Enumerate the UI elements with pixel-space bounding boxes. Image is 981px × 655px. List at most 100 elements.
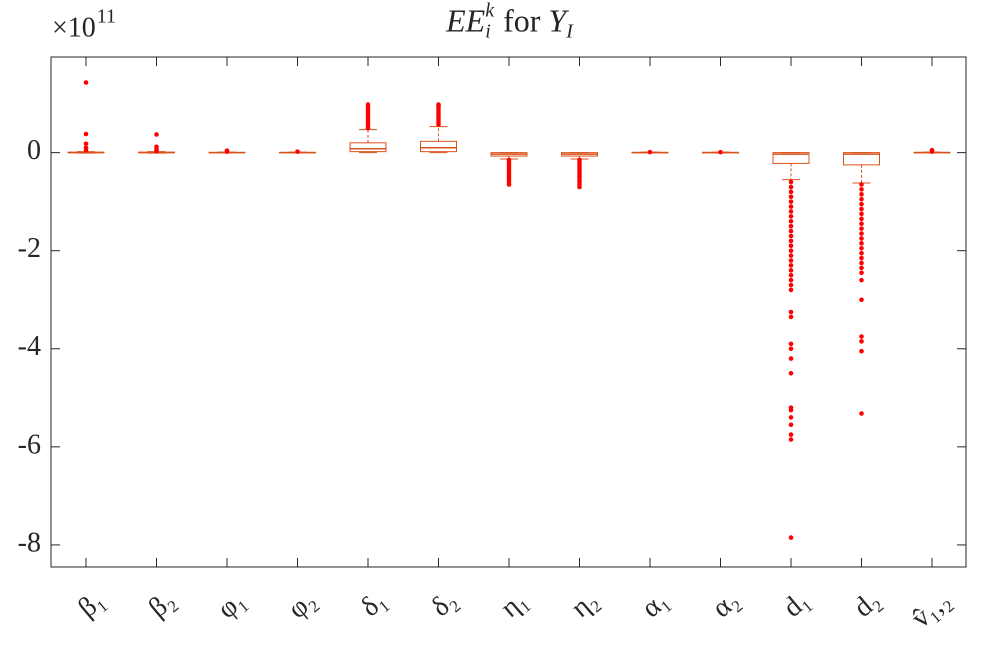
x-tick-label: δ₁ (355, 585, 393, 624)
outlier (788, 214, 794, 219)
outlier (859, 231, 864, 236)
outlier (788, 184, 794, 190)
outlier (788, 258, 794, 263)
x-tick-label: β₁ (72, 585, 110, 624)
outlier (788, 179, 794, 185)
outlier (788, 277, 794, 283)
outlier (859, 206, 864, 212)
outlier (788, 309, 794, 315)
title-part: Y (548, 2, 569, 38)
x-tick-label: φ₁ (212, 585, 252, 625)
outlier (859, 270, 864, 276)
title-part: EE (445, 2, 486, 38)
outlier (788, 253, 794, 258)
outlier (718, 149, 723, 155)
outlier (788, 228, 794, 234)
x-tick-label: δ₂ (426, 585, 464, 624)
outlier (859, 201, 864, 207)
outlier (859, 250, 864, 256)
y-tick-label: -8 (18, 527, 41, 558)
outlier (788, 356, 794, 361)
outlier (788, 238, 794, 244)
outlier (788, 282, 794, 288)
outlier (788, 199, 794, 204)
outlier (647, 149, 653, 155)
y-tick-label: -2 (18, 233, 41, 264)
outlier (859, 297, 864, 303)
outlier (154, 132, 159, 137)
outlier (788, 422, 794, 428)
outlier (859, 348, 864, 354)
box (349, 142, 387, 153)
box (420, 140, 457, 153)
outlier (788, 535, 794, 540)
outlier (154, 148, 159, 154)
outlier (788, 346, 794, 352)
outlier (859, 196, 864, 202)
y-tick-label: 0 (27, 135, 41, 166)
outlier (859, 411, 864, 416)
outlier (506, 182, 512, 187)
outlier (83, 131, 89, 137)
x-tick-label: d₁ (777, 585, 815, 624)
title-part: I (565, 21, 574, 43)
outlier (859, 260, 864, 266)
plot-frame (50, 56, 967, 568)
axis-multiplier-exponent: 11 (97, 6, 116, 28)
outlier (859, 241, 864, 246)
title-part: i (485, 21, 491, 43)
outlier (295, 149, 300, 154)
outlier (859, 226, 864, 231)
outlier (859, 182, 864, 187)
outlier (577, 184, 582, 190)
outlier (859, 221, 864, 227)
y-tick-label: -6 (18, 429, 41, 460)
outlier (788, 437, 794, 442)
outlier (788, 268, 794, 273)
outlier (859, 255, 864, 261)
outlier (859, 265, 864, 271)
x-tick-label: v̂₁,₂ (906, 585, 957, 635)
y-tick-label: -4 (18, 331, 41, 362)
outlier (788, 233, 794, 239)
outlier (859, 216, 864, 222)
outlier (859, 192, 864, 197)
outlier (788, 415, 794, 420)
x-tick-label: φ₂ (282, 585, 322, 625)
outlier (788, 243, 794, 249)
outlier (788, 287, 794, 293)
outlier (365, 102, 371, 107)
outlier (788, 209, 794, 214)
outlier (859, 334, 864, 339)
box (843, 152, 880, 166)
outlier (83, 80, 89, 85)
outlier (788, 341, 794, 347)
outlier (859, 245, 864, 251)
box (772, 152, 810, 164)
x-tick-label: α₁ (636, 585, 675, 624)
x-tick-label: η₁ (495, 585, 534, 624)
outlier (788, 272, 794, 278)
x-tick-label: α₂ (706, 585, 745, 624)
outlier (436, 102, 441, 107)
title-part: k (485, 0, 495, 22)
outlier (859, 277, 864, 283)
outlier (788, 189, 794, 195)
outlier (224, 149, 230, 154)
x-tick-label: η₂ (566, 585, 605, 624)
outlier (788, 432, 794, 437)
outlier (929, 149, 935, 154)
outlier (788, 314, 794, 320)
outlier (788, 248, 794, 254)
outlier (859, 236, 864, 241)
outlier (83, 141, 89, 147)
outlier (788, 194, 794, 200)
axis-multiplier: ×10 (52, 12, 96, 43)
outlier (788, 218, 794, 224)
outlier (83, 147, 89, 153)
outlier (788, 407, 794, 413)
outlier (859, 211, 864, 217)
outlier (859, 187, 864, 192)
